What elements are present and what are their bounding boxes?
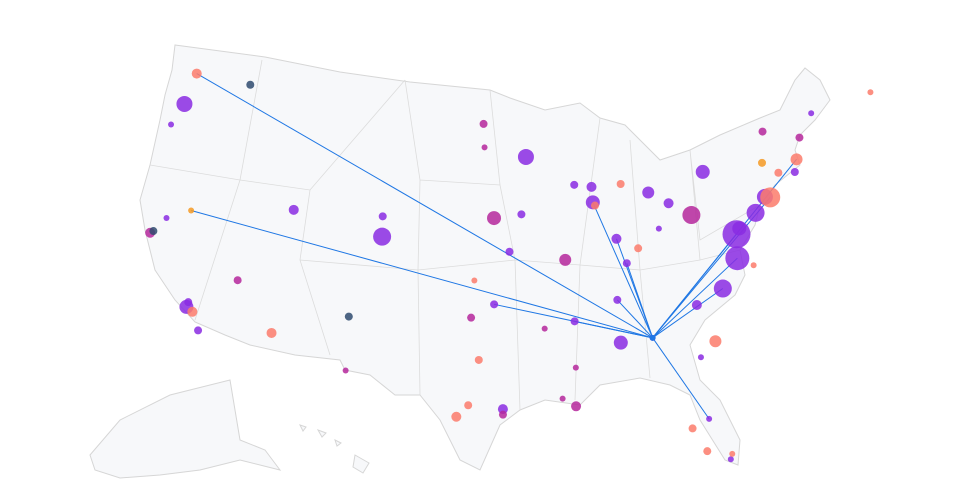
airport-point	[471, 277, 478, 284]
airport-point	[451, 411, 462, 422]
airport-point	[706, 415, 713, 422]
airport-point	[570, 180, 579, 189]
airport-point	[732, 221, 747, 236]
airport-point	[703, 447, 712, 456]
airport-point	[758, 158, 767, 167]
airport-point	[559, 395, 566, 402]
route	[190, 210, 653, 339]
route	[626, 263, 654, 338]
airport-point	[490, 300, 499, 309]
airport-point	[570, 317, 579, 326]
airport-point	[760, 187, 781, 208]
airport-point	[481, 144, 488, 151]
airport-point	[729, 450, 736, 457]
airport-point	[246, 80, 255, 89]
airport-point	[697, 354, 704, 361]
airport-point	[682, 206, 701, 225]
airport-point	[572, 364, 579, 371]
airport-point	[378, 212, 387, 221]
airport-point	[163, 214, 170, 221]
route	[652, 197, 771, 339]
airport-point	[342, 367, 349, 374]
airport-point	[559, 253, 572, 266]
airport-point	[634, 244, 643, 253]
airport-point	[194, 326, 203, 335]
airport-point	[774, 168, 783, 177]
airport-point	[808, 110, 815, 117]
conus-outline	[139, 44, 831, 471]
airport-point	[168, 121, 175, 128]
airport-point	[622, 259, 631, 268]
state-borders	[149, 59, 761, 411]
airport-point	[505, 247, 514, 256]
airport-point	[191, 68, 202, 79]
airport-point	[695, 164, 710, 179]
airport-point	[795, 133, 804, 142]
airport-point	[187, 306, 198, 317]
airport-point	[184, 298, 193, 307]
airport-point	[691, 299, 702, 310]
route	[574, 320, 653, 339]
airport-point	[487, 211, 502, 226]
route	[652, 288, 724, 339]
airport-point	[616, 180, 625, 189]
airport-point	[464, 401, 473, 410]
airport-point	[709, 335, 722, 348]
airport-point	[611, 233, 622, 244]
airport-point	[790, 153, 803, 166]
airport-point	[467, 313, 476, 322]
airport-point	[655, 225, 662, 232]
airport-point	[642, 186, 655, 199]
airport-point	[688, 424, 697, 433]
route	[196, 73, 653, 339]
hawaii-outline	[299, 424, 370, 474]
airport-point	[176, 95, 193, 112]
routes	[190, 73, 797, 420]
airport-point	[288, 204, 299, 215]
basemap	[89, 44, 831, 479]
airport-point	[613, 335, 628, 350]
airport-point	[373, 227, 392, 246]
route	[616, 299, 653, 339]
airport-point	[517, 148, 534, 165]
airport-point	[233, 276, 242, 285]
airport-point	[750, 262, 757, 269]
airport-point	[746, 203, 765, 222]
airport-point	[498, 410, 507, 419]
airport-point	[758, 127, 767, 136]
airport-point	[479, 119, 488, 128]
airport-point	[727, 456, 734, 463]
alaska-outline	[89, 379, 282, 479]
hub-point	[649, 334, 656, 341]
airport-point	[517, 210, 526, 219]
points	[145, 68, 874, 463]
route	[592, 202, 654, 339]
airport-point	[590, 201, 599, 210]
airport-point	[266, 327, 277, 338]
airport-point	[867, 89, 874, 96]
airport-point	[663, 198, 674, 209]
route	[652, 257, 738, 339]
airport-point	[613, 295, 622, 304]
airport-point	[149, 227, 158, 236]
airport-point	[790, 168, 799, 177]
route	[652, 337, 710, 420]
airport-point	[541, 325, 548, 332]
airport-point	[586, 181, 597, 192]
airport-point	[713, 279, 732, 298]
airport-point	[474, 355, 483, 364]
airport-point	[188, 207, 195, 214]
airport-point	[344, 312, 353, 321]
airport-point	[725, 246, 750, 271]
airport-point	[571, 401, 582, 412]
